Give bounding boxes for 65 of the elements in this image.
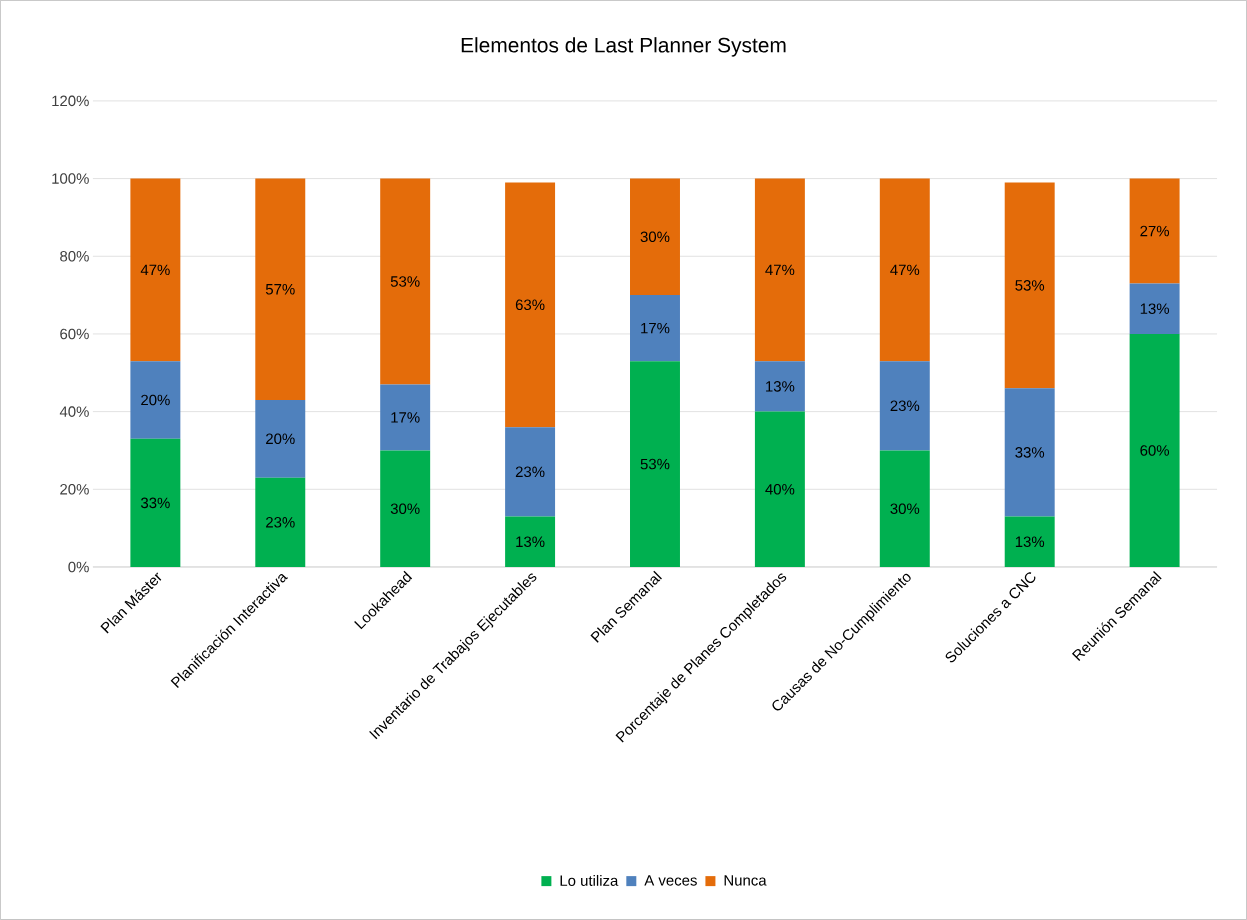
- data-label: 20%: [266, 433, 295, 445]
- data-label: 53%: [390, 276, 420, 287]
- legend-label: A veces: [644, 875, 697, 886]
- bar: [505, 516, 556, 568]
- data-label: 53%: [1015, 280, 1045, 291]
- y-tick-label: 0%: [68, 561, 89, 573]
- bar: [255, 477, 306, 568]
- y-tick-label: 100%: [52, 173, 89, 184]
- bar: [1004, 516, 1055, 568]
- bar: [255, 178, 306, 400]
- data-label: 53%: [640, 458, 670, 470]
- data-label: 13%: [516, 536, 545, 548]
- data-label: 33%: [1015, 447, 1045, 458]
- data-label: 23%: [515, 466, 545, 478]
- y-tick-label: 120%: [52, 95, 89, 107]
- data-label: 17%: [641, 322, 670, 334]
- bar: [754, 361, 805, 412]
- bar: [754, 178, 805, 362]
- data-label: 30%: [640, 231, 670, 243]
- bar: [879, 178, 930, 362]
- bar: [630, 295, 680, 362]
- bar: [505, 427, 556, 517]
- bar: [754, 411, 805, 568]
- legend-label: Lo utiliza: [560, 874, 619, 886]
- data-label: 27%: [1140, 225, 1170, 237]
- bar: [505, 182, 556, 428]
- data-label: 17%: [391, 412, 420, 423]
- data-label: 60%: [1140, 445, 1170, 456]
- data-label: 23%: [266, 517, 295, 528]
- bar: [380, 178, 431, 385]
- data-label: 33%: [140, 497, 170, 509]
- data-label: 47%: [765, 264, 795, 276]
- bar: [879, 361, 930, 451]
- bar: [1129, 283, 1180, 334]
- bar: [130, 178, 181, 362]
- data-label: 13%: [766, 381, 795, 392]
- y-tick-label: 80%: [60, 251, 89, 262]
- bar: [1004, 388, 1055, 517]
- bar: [255, 400, 306, 478]
- data-label: 40%: [765, 484, 795, 495]
- bar: [630, 361, 680, 568]
- data-label: 20%: [141, 394, 170, 406]
- bar: [879, 450, 930, 568]
- bar: [380, 384, 431, 451]
- y-tick-label: 60%: [60, 328, 89, 340]
- bar: [630, 178, 680, 296]
- data-label: 30%: [890, 503, 920, 515]
- bar: [380, 450, 431, 568]
- data-label: 30%: [390, 503, 420, 515]
- bar: [1004, 182, 1055, 389]
- data-label: 13%: [1140, 303, 1170, 315]
- data-label: 63%: [515, 299, 545, 311]
- bar: [1129, 178, 1180, 284]
- data-label: 47%: [890, 264, 920, 276]
- data-label: 47%: [140, 264, 170, 276]
- bar: [1129, 333, 1180, 568]
- data-label: 13%: [1015, 536, 1045, 548]
- data-label: 23%: [890, 400, 920, 412]
- chart-title: Elementos de Last Planner System: [461, 37, 786, 57]
- legend-label: Nunca: [724, 875, 767, 886]
- y-tick-label: 40%: [59, 406, 89, 417]
- bar: [130, 438, 181, 568]
- bar: [130, 361, 181, 439]
- data-label: 57%: [265, 284, 295, 295]
- y-tick-label: 20%: [60, 484, 89, 495]
